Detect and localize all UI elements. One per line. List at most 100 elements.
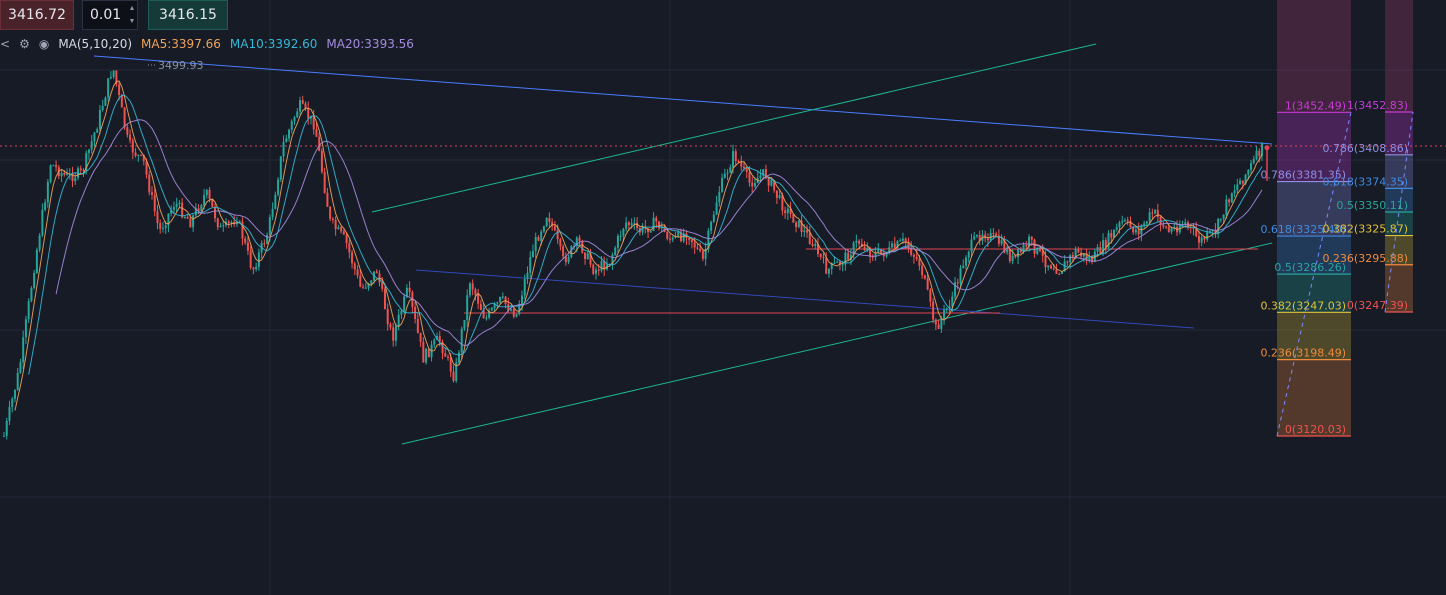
candle-body: [641, 226, 644, 233]
candle-body: [416, 318, 419, 333]
candle-body: [255, 266, 258, 270]
candle-body: [345, 234, 348, 244]
candle-body: [27, 301, 30, 320]
chevron-down-icon[interactable]: ▼: [128, 18, 136, 25]
candle-body: [762, 169, 765, 176]
candle-body: [595, 269, 597, 274]
candle-body: [1252, 158, 1255, 164]
candle-body: [751, 182, 754, 187]
candle-body: [844, 252, 847, 265]
candle-body: [148, 174, 151, 193]
ma-indicator-title[interactable]: MA(5,10,20): [58, 37, 133, 51]
candle-body: [803, 230, 806, 232]
candle-body: [137, 154, 140, 156]
quantity-stepper[interactable]: ▲ ▼: [126, 2, 138, 28]
candle-body: [1082, 253, 1085, 257]
candle-body: [1085, 253, 1088, 261]
candle-body: [858, 240, 861, 244]
candle-body: [800, 220, 803, 232]
candle-body: [1030, 236, 1033, 240]
candle-body: [178, 202, 181, 204]
candle-body: [923, 275, 926, 279]
candle-body: [699, 248, 702, 251]
candle-body: [315, 129, 318, 137]
fib-left-level-label: 1(3452.49): [1285, 99, 1346, 112]
gear-icon[interactable]: ⚙: [19, 37, 30, 51]
candle-body: [411, 292, 414, 307]
high-price-label: 3499.93: [158, 59, 204, 72]
chevron-left-icon[interactable]: <: [0, 37, 11, 51]
candle-body: [819, 253, 822, 257]
candle-body: [1000, 240, 1003, 244]
fib-right-zone: [1385, 188, 1413, 212]
ma20-line: [55, 119, 1263, 347]
candle-body: [811, 244, 814, 246]
candle-body: [718, 191, 721, 203]
candle-body: [383, 288, 386, 309]
candle-body: [351, 252, 354, 264]
candle-body: [1052, 268, 1055, 270]
candle-body: [869, 247, 872, 257]
eye-icon[interactable]: ◉: [38, 37, 50, 51]
ma20-value: MA20:3393.56: [326, 37, 414, 51]
candle-body: [1058, 273, 1061, 275]
candle-body: [474, 289, 477, 295]
candle-body: [1091, 257, 1094, 262]
candle-body: [773, 180, 776, 191]
candle-body: [584, 252, 587, 259]
candle-body: [194, 208, 197, 216]
candle-body: [896, 241, 899, 248]
candle-body: [1063, 261, 1066, 272]
candle-body: [1208, 230, 1211, 232]
candle-body: [1236, 184, 1239, 191]
candle-body: [962, 265, 965, 269]
candle-body: [704, 248, 707, 259]
candle-body: [55, 165, 58, 168]
candle-body: [16, 372, 19, 390]
candle-body: [529, 257, 532, 273]
candle-body: [1165, 226, 1168, 228]
candle-body: [880, 249, 883, 253]
fib-right-level-label: 0.618(3374.35): [1322, 175, 1408, 188]
candle-body: [293, 117, 296, 122]
sell-price-button[interactable]: 3416.72: [0, 0, 74, 30]
chevron-up-icon[interactable]: ▲: [128, 5, 136, 12]
fib-retracement-left[interactable]: 1(3452.49) 0.786(3381.35) 0.618(3325.40) 0.…: [1260, 0, 1352, 437]
candle-body: [496, 302, 499, 304]
candle-body: [841, 264, 844, 266]
candle-body: [427, 348, 430, 358]
candle-body: [1017, 249, 1020, 258]
candle-body: [274, 194, 277, 209]
candle-body: [359, 275, 362, 287]
candle-body: [468, 283, 471, 296]
candle-body: [312, 115, 315, 130]
candle-body: [1102, 240, 1105, 254]
candle-body: [181, 202, 184, 218]
candle-body: [244, 238, 247, 243]
candle-body: [1044, 255, 1047, 268]
candle-body: [5, 420, 8, 436]
candle-body: [537, 237, 540, 241]
candle-body: [419, 332, 422, 342]
candle-body: [589, 253, 592, 265]
candle-body: [1145, 221, 1148, 224]
quantity-input[interactable]: 0.01: [82, 0, 138, 30]
fib-right-zone: [1385, 235, 1413, 265]
candle-body: [926, 278, 929, 290]
candle-body: [534, 237, 537, 252]
candle-body: [408, 287, 411, 293]
candle-body: [912, 254, 915, 257]
candle-body: [342, 231, 345, 235]
candle-body: [526, 272, 529, 280]
candle-body: [817, 243, 819, 254]
candle-body: [770, 180, 773, 186]
buy-price-button[interactable]: 3416.15: [148, 0, 228, 30]
trendlines[interactable]: [0, 43, 1446, 445]
candle-body: [271, 208, 274, 217]
candle-body: [183, 217, 186, 219]
candle-body: [145, 161, 148, 175]
candle-body: [795, 222, 798, 228]
fib-retracement-right[interactable]: 1(3452.83) 0.786(3408.86) 0.618(3374.35) 0.…: [1322, 0, 1414, 313]
ma10-value: MA10:3392.60: [229, 37, 318, 51]
